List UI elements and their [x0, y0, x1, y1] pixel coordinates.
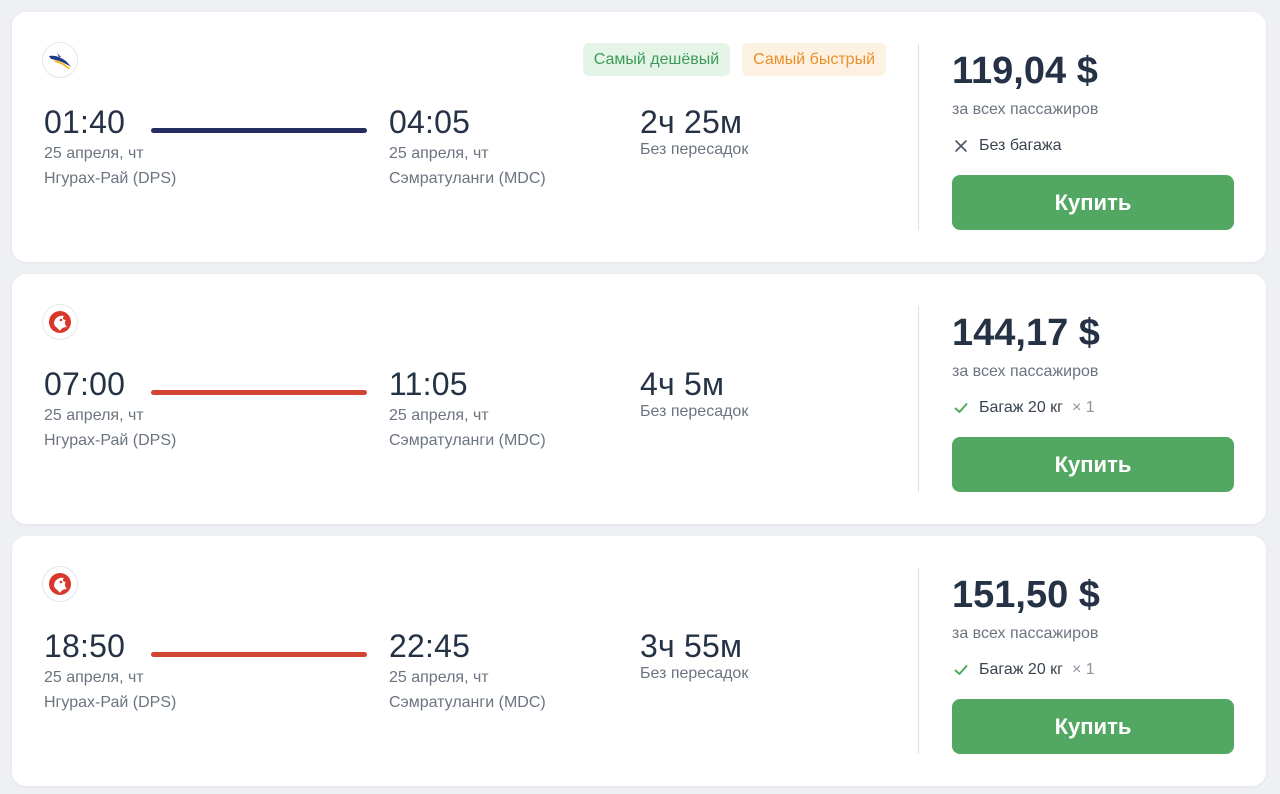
price-note: за всех пассажиров [952, 625, 1099, 642]
arrival-date: 25 апреля, чт [389, 407, 489, 424]
baggage-multiplier: × 1 [1072, 661, 1095, 678]
departure-time: 18:50 [44, 628, 126, 664]
check-icon [952, 399, 970, 417]
price-block: 144,17 $ за всех пассажиров Багаж 20 кг … [952, 312, 1234, 418]
duration-value: 2ч 25м [640, 104, 743, 140]
flight-card[interactable]: Самый дешёвый Самый быстрый 01:40 25 апр… [12, 12, 1266, 262]
divider [918, 568, 919, 754]
duration: 2ч 25м Без пересадок [640, 104, 748, 160]
flight-card[interactable]: 07:00 25 апреля, чт Нгурах-Рай (DPS) 11:… [12, 274, 1266, 524]
price-note: за всех пассажиров [952, 101, 1099, 118]
check-icon [952, 661, 970, 679]
badge-cheapest: Самый дешёвый [582, 43, 731, 76]
arrival-airport: Сэмратуланги (MDC) [389, 170, 546, 187]
price: 119,04 $ [952, 50, 1098, 92]
stops-info: Без пересадок [640, 403, 749, 420]
baggage-info: Багаж 20 кг × 1 [952, 660, 1234, 680]
price: 151,50 $ [952, 574, 1100, 616]
duration-value: 3ч 55м [640, 628, 743, 664]
badges: Самый дешёвый Самый быстрый [582, 43, 886, 76]
stops-info: Без пересадок [640, 141, 749, 158]
arrival-date: 25 апреля, чт [389, 145, 489, 162]
departure-time: 01:40 [44, 104, 126, 140]
badge-fastest: Самый быстрый [742, 43, 886, 76]
departure-airport: Нгурах-Рай (DPS) [44, 170, 177, 187]
buy-button[interactable]: Купить [952, 699, 1234, 754]
baggage-info: Багаж 20 кг × 1 [952, 398, 1234, 418]
departure: 01:40 25 апреля, чт Нгурах-Рай (DPS) [44, 104, 176, 189]
departure: 07:00 25 апреля, чт Нгурах-Рай (DPS) [44, 366, 176, 451]
price-block: 119,04 $ за всех пассажиров Без багажа [952, 50, 1234, 156]
duration: 3ч 55м Без пересадок [640, 628, 748, 684]
arrival: 11:05 25 апреля, чт Сэмратуланги (MDC) [389, 366, 546, 451]
arrival: 04:05 25 апреля, чт Сэмратуланги (MDC) [389, 104, 546, 189]
departure-date: 25 апреля, чт [44, 145, 144, 162]
route-line [151, 128, 367, 133]
route-line [151, 390, 367, 395]
departure: 18:50 25 апреля, чт Нгурах-Рай (DPS) [44, 628, 176, 713]
arrival-airport: Сэмратуланги (MDC) [389, 432, 546, 449]
price: 144,17 $ [952, 312, 1100, 354]
departure-airport: Нгурах-Рай (DPS) [44, 694, 177, 711]
baggage-multiplier: × 1 [1072, 399, 1095, 416]
arrival-airport: Сэмратуланги (MDC) [389, 694, 546, 711]
buy-button[interactable]: Купить [952, 437, 1234, 492]
route-line [151, 652, 367, 657]
flight-card[interactable]: 18:50 25 апреля, чт Нгурах-Рай (DPS) 22:… [12, 536, 1266, 786]
divider [918, 44, 919, 230]
departure-date: 25 апреля, чт [44, 407, 144, 424]
buy-button[interactable]: Купить [952, 175, 1234, 230]
red-lion-logo-icon [42, 566, 78, 602]
arrival-date: 25 апреля, чт [389, 669, 489, 686]
departure-time: 07:00 [44, 366, 126, 402]
price-note: за всех пассажиров [952, 363, 1099, 380]
arrival-time: 04:05 [389, 104, 471, 140]
baggage-label: Без багажа [979, 137, 1062, 154]
departure-airport: Нгурах-Рай (DPS) [44, 432, 177, 449]
price-block: 151,50 $ за всех пассажиров Багаж 20 кг … [952, 574, 1234, 680]
stops-info: Без пересадок [640, 665, 749, 682]
duration: 4ч 5м Без пересадок [640, 366, 748, 422]
divider [918, 306, 919, 492]
arrival-time: 11:05 [389, 366, 468, 402]
close-icon [952, 137, 970, 155]
baggage-label: Багаж 20 кг [979, 399, 1064, 416]
arrival: 22:45 25 апреля, чт Сэмратуланги (MDC) [389, 628, 546, 713]
duration-value: 4ч 5м [640, 366, 725, 402]
arrival-time: 22:45 [389, 628, 471, 664]
red-lion-logo-icon [42, 304, 78, 340]
departure-date: 25 апреля, чт [44, 669, 144, 686]
baggage-label: Багаж 20 кг [979, 661, 1064, 678]
blue-bird-logo-icon [42, 42, 78, 78]
baggage-info: Без багажа [952, 136, 1234, 156]
